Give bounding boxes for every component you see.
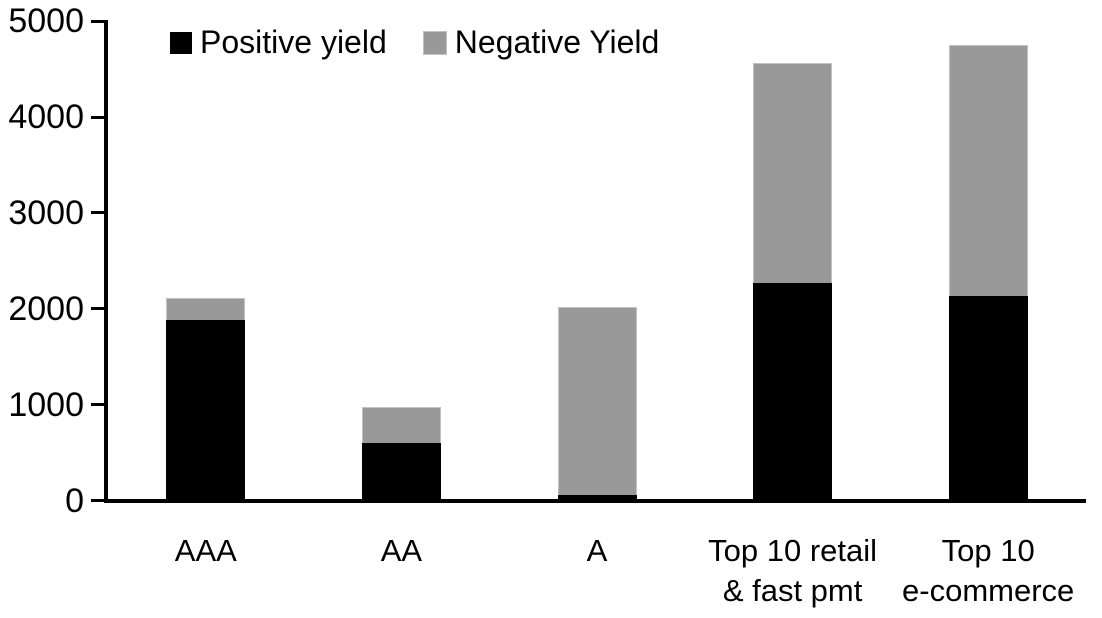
- y-tick-label-2000: 2000: [8, 289, 84, 328]
- legend: Positive yield Negative Yield: [170, 24, 659, 61]
- x-axis-label-aaa: AAA: [174, 533, 237, 568]
- y-tick-mark-1000: [91, 403, 105, 407]
- bar-segment-aaa-positive: [166, 320, 246, 501]
- y-tick-label-4000: 4000: [8, 98, 84, 137]
- y-tick-label-5000: 5000: [8, 2, 84, 41]
- x-axis-label-aa: AA: [380, 533, 423, 568]
- legend-label-positive-yield: Positive yield: [200, 24, 387, 60]
- legend-label-negative-yield: Negative Yield: [454, 24, 660, 60]
- legend-item-positive-yield: Positive yield: [170, 24, 387, 61]
- bar-segment-top-10-positive: [948, 296, 1028, 501]
- bar-segment-aaa-negative: [166, 298, 246, 321]
- bar-segment-aa-negative: [361, 406, 441, 443]
- bar-segment-top-10-retail-negative: [753, 63, 833, 283]
- negative-yield-swatch-icon: [422, 30, 447, 55]
- bar-segment-top-10-negative: [948, 45, 1028, 297]
- bar-segment-a-negative: [557, 306, 637, 495]
- y-tick-label-3000: 3000: [8, 193, 84, 232]
- bar-segment-top-10-retail-positive: [753, 282, 833, 501]
- y-tick-mark-0: [91, 499, 105, 502]
- bar-segment-aa-positive: [361, 442, 441, 501]
- legend-item-negative-yield: Negative Yield: [422, 24, 660, 61]
- y-tick-label-1000: 1000: [8, 385, 84, 424]
- y-axis-line: [104, 20, 108, 503]
- x-axis-line: [104, 499, 1086, 503]
- y-tick-label-0: 0: [65, 481, 84, 520]
- bar-segment-a-positive: [557, 494, 637, 501]
- x-axis-label-top-10: Top 10 e-commerce: [902, 533, 1075, 608]
- x-axis-label-top-10-retail: Top 10 retail & fast pmt: [708, 533, 878, 608]
- positive-yield-swatch-icon: [170, 31, 192, 54]
- y-tick-mark-4000: [91, 115, 105, 119]
- y-tick-mark-3000: [91, 211, 105, 215]
- y-tick-mark-2000: [91, 307, 105, 311]
- y-tick-mark-5000: [91, 19, 105, 23]
- x-axis-label-a: A: [586, 533, 608, 568]
